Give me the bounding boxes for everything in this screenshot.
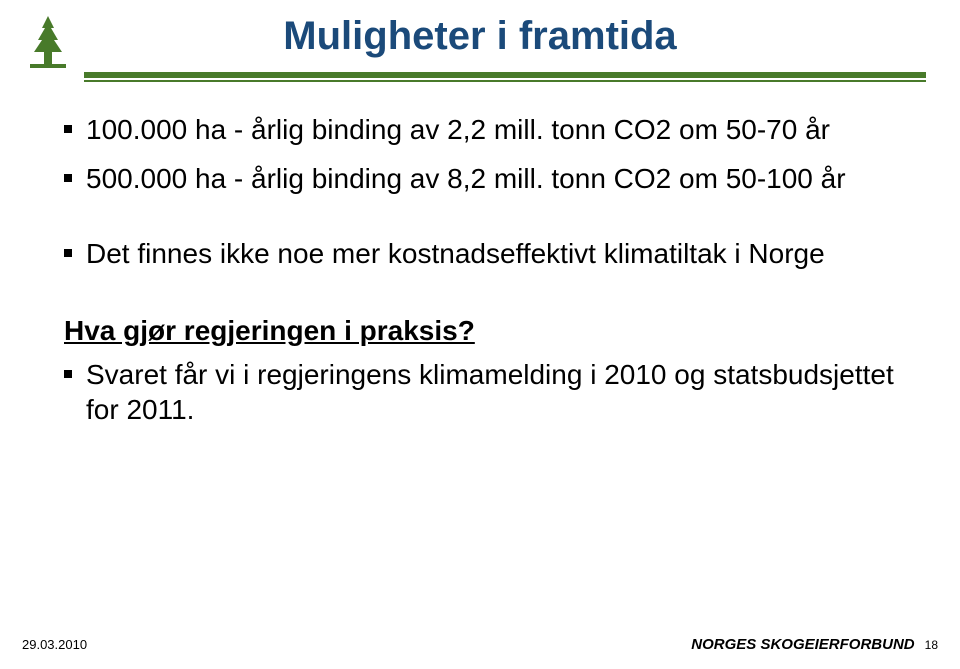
bullet-text: Det finnes ikke noe mer kostnadseffektiv… bbox=[86, 236, 900, 271]
bullet-dot-icon bbox=[64, 125, 72, 133]
bullet-dot-icon bbox=[64, 249, 72, 257]
bullet-item: 500.000 ha - årlig binding av 8,2 mill. … bbox=[64, 161, 900, 196]
page-number: 18 bbox=[925, 638, 938, 652]
footer: 29.03.2010 NORGES SKOGEIERFORBUND 18 bbox=[22, 636, 938, 653]
bullet-text: 500.000 ha - årlig binding av 8,2 mill. … bbox=[86, 161, 900, 196]
content-area: 100.000 ha - årlig binding av 2,2 mill. … bbox=[64, 112, 900, 441]
bullet-text: Svaret får vi i regjeringens klimameldin… bbox=[86, 357, 900, 427]
bullet-item: 100.000 ha - årlig binding av 2,2 mill. … bbox=[64, 112, 900, 147]
bullet-dot-icon bbox=[64, 174, 72, 182]
slide-title: Muligheter i framtida bbox=[0, 14, 960, 59]
slide: Muligheter i framtida 100.000 ha - årlig… bbox=[0, 0, 960, 669]
bullet-item: Det finnes ikke noe mer kostnadseffektiv… bbox=[64, 236, 900, 271]
question-heading: Hva gjør regjeringen i praksis? bbox=[64, 315, 900, 347]
bullet-item: Svaret får vi i regjeringens klimameldin… bbox=[64, 357, 900, 427]
title-underline bbox=[84, 72, 926, 84]
footer-date: 29.03.2010 bbox=[22, 637, 87, 652]
bullet-dot-icon bbox=[64, 370, 72, 378]
footer-org: NORGES SKOGEIERFORBUND bbox=[691, 636, 914, 653]
bullet-text: 100.000 ha - årlig binding av 2,2 mill. … bbox=[86, 112, 900, 147]
